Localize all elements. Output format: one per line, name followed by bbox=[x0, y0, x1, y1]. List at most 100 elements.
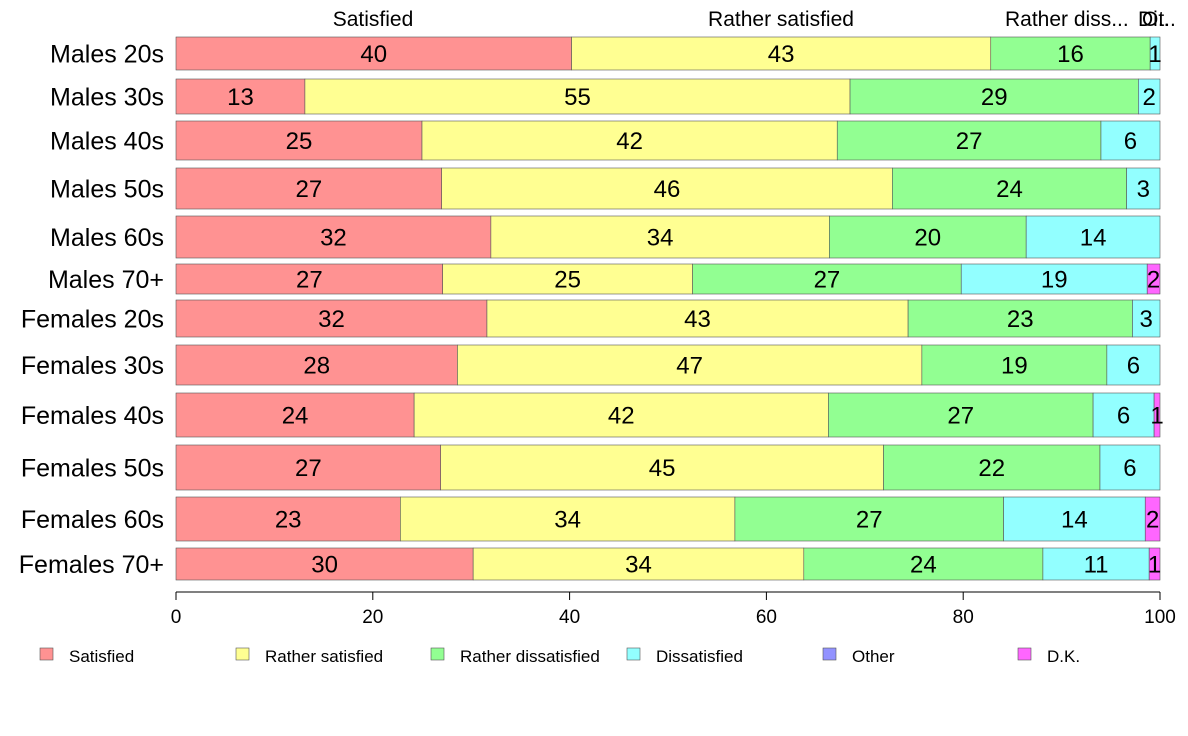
bar-segment bbox=[490, 215, 830, 259]
category-label: Females 60s bbox=[21, 506, 164, 534]
data-label: 27 bbox=[296, 267, 323, 294]
data-label: 11 bbox=[1084, 552, 1109, 579]
legend-label: Dissatisfied bbox=[656, 647, 743, 666]
data-label: 13 bbox=[227, 84, 254, 111]
data-label: 25 bbox=[286, 128, 313, 155]
bar-segment bbox=[1100, 120, 1161, 161]
data-label: 1 bbox=[1150, 403, 1163, 430]
data-label: 6 bbox=[1123, 455, 1136, 482]
data-label: 27 bbox=[947, 403, 974, 430]
category-label: Males 40s bbox=[50, 128, 164, 156]
bar-segment bbox=[175, 496, 401, 542]
legend-swatch bbox=[626, 647, 641, 661]
x-tick-label: 0 bbox=[171, 607, 182, 628]
category-label: Males 60s bbox=[50, 224, 164, 252]
bar-segment bbox=[1042, 547, 1150, 581]
legend-label: Rather dissatisfied bbox=[460, 647, 600, 666]
bar-segment bbox=[421, 120, 838, 161]
data-label: 1 bbox=[1148, 41, 1161, 68]
x-tick-label: 40 bbox=[559, 607, 580, 628]
top-series-label: Satisfied bbox=[333, 8, 414, 31]
data-label: 27 bbox=[956, 128, 983, 155]
data-label: 22 bbox=[978, 455, 1005, 482]
bar-segment bbox=[829, 215, 1027, 259]
bar-segment bbox=[175, 263, 443, 295]
bar-segment bbox=[1025, 215, 1161, 259]
legend-swatch bbox=[1017, 647, 1032, 661]
legend-swatch bbox=[39, 647, 54, 661]
bar-segment bbox=[175, 215, 492, 259]
category-label: Females 20s bbox=[21, 306, 164, 334]
data-label: 3 bbox=[1140, 306, 1153, 333]
data-label: 32 bbox=[320, 225, 347, 252]
bar-segment bbox=[734, 496, 1004, 542]
data-label: 27 bbox=[295, 176, 322, 203]
top-series-labels: Satisfied Rather satisfied Rather diss... D… bbox=[333, 8, 1176, 31]
x-tick-label: 80 bbox=[953, 607, 974, 628]
data-label: 20 bbox=[914, 225, 941, 252]
bar-segment bbox=[442, 263, 693, 295]
bar-segment bbox=[1099, 444, 1161, 491]
data-label: 1 bbox=[1148, 552, 1161, 579]
bar-segment bbox=[457, 344, 923, 386]
data-label: 19 bbox=[1041, 267, 1068, 294]
bar-segment bbox=[1003, 496, 1146, 542]
data-label: 43 bbox=[684, 306, 711, 333]
bar-segment bbox=[175, 78, 306, 115]
bar-segment bbox=[1132, 299, 1161, 338]
legend-label: Other bbox=[852, 647, 895, 666]
bar-segment bbox=[803, 547, 1044, 581]
data-label: 16 bbox=[1057, 41, 1084, 68]
data-label: 43 bbox=[768, 41, 795, 68]
bar-segment bbox=[175, 167, 442, 210]
top-series-label: Rather diss... bbox=[1005, 8, 1129, 31]
data-label: 30 bbox=[311, 552, 338, 579]
bar-segment bbox=[836, 120, 1102, 161]
bar-segment bbox=[1153, 392, 1161, 438]
bar-segment bbox=[883, 444, 1101, 491]
bar-segment bbox=[692, 263, 962, 295]
data-label: 6 bbox=[1117, 403, 1130, 430]
data-label: 23 bbox=[275, 507, 302, 534]
bar-segment bbox=[571, 36, 992, 71]
data-label: 55 bbox=[564, 84, 591, 111]
bar-segment bbox=[921, 344, 1108, 386]
category-label: Females 70+ bbox=[19, 551, 164, 579]
data-label: 27 bbox=[856, 507, 883, 534]
category-label: Males 50s bbox=[50, 176, 164, 204]
bar-segment bbox=[892, 167, 1127, 210]
bar-segment bbox=[441, 167, 893, 210]
bar-segment bbox=[1144, 496, 1161, 542]
bar-segment bbox=[440, 444, 884, 491]
bar-segment bbox=[1138, 78, 1161, 115]
bar-segment bbox=[472, 547, 805, 581]
bar-segment bbox=[175, 392, 415, 438]
bar-segment bbox=[175, 299, 488, 338]
category-labels: Males 20s Males 30s Males 40s Males 50s Male… bbox=[19, 41, 164, 580]
data-label: 40 bbox=[360, 41, 387, 68]
legend-label: Satisfied bbox=[69, 647, 134, 666]
data-label: 2 bbox=[1142, 84, 1155, 111]
top-series-label: Ot.. bbox=[1142, 8, 1176, 31]
data-label: 6 bbox=[1127, 353, 1140, 380]
legend-swatch bbox=[235, 647, 250, 661]
bar-segment bbox=[1146, 263, 1161, 295]
data-label: 14 bbox=[1061, 507, 1088, 534]
bar-segment bbox=[1149, 36, 1161, 71]
legend-label: D.K. bbox=[1047, 647, 1080, 666]
x-tick-label: 20 bbox=[362, 607, 383, 628]
category-label: Females 30s bbox=[21, 352, 164, 380]
data-label: 24 bbox=[282, 403, 309, 430]
bar-segment bbox=[849, 78, 1139, 115]
data-label: 42 bbox=[608, 403, 635, 430]
bar-segment bbox=[1148, 547, 1161, 581]
legend-swatch bbox=[822, 647, 837, 661]
top-series-label: Di.. bbox=[1138, 8, 1170, 31]
category-label: Males 30s bbox=[50, 84, 164, 112]
data-label: 34 bbox=[625, 552, 652, 579]
x-tick-label: 100 bbox=[1144, 607, 1176, 628]
x-axis: 0 20 40 60 80 100 bbox=[171, 591, 1176, 628]
data-label: 23 bbox=[1007, 306, 1034, 333]
